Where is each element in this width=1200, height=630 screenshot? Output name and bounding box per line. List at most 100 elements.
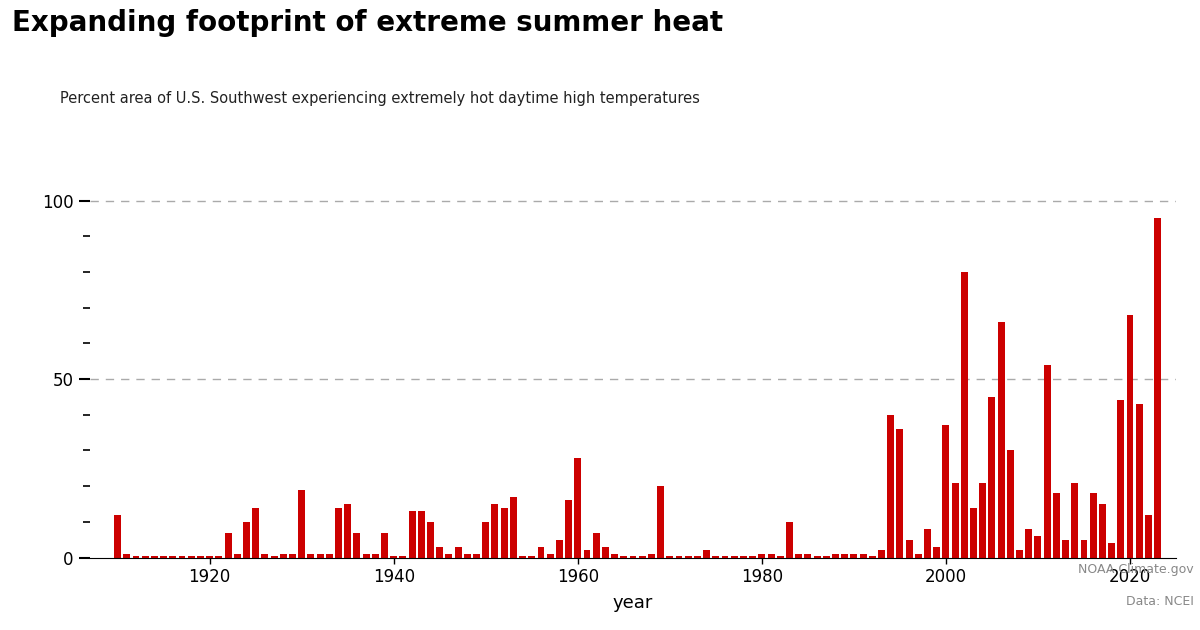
Bar xyxy=(1016,551,1022,558)
Bar xyxy=(1072,483,1079,558)
Bar xyxy=(372,554,379,558)
Bar xyxy=(1062,540,1069,558)
Bar xyxy=(731,556,738,558)
Text: Percent area of U.S. Southwest experiencing extremely hot daytime high temperatu: Percent area of U.S. Southwest experienc… xyxy=(60,91,700,106)
Text: NOAA Climate.gov: NOAA Climate.gov xyxy=(1079,563,1194,576)
Bar xyxy=(114,515,121,558)
Bar xyxy=(390,556,397,558)
Bar xyxy=(648,554,655,558)
Bar xyxy=(244,522,250,558)
Bar xyxy=(887,415,894,558)
Bar xyxy=(473,554,480,558)
Bar xyxy=(970,508,977,558)
Bar xyxy=(197,556,204,558)
Bar xyxy=(455,547,462,558)
Bar xyxy=(492,504,498,558)
Bar xyxy=(224,532,232,558)
Bar xyxy=(658,486,664,558)
Bar xyxy=(382,532,388,558)
Bar xyxy=(547,554,553,558)
Text: Expanding footprint of extreme summer heat: Expanding footprint of extreme summer he… xyxy=(12,9,724,37)
Bar xyxy=(215,556,222,558)
Bar xyxy=(565,500,572,558)
Bar xyxy=(335,508,342,558)
Bar xyxy=(851,554,857,558)
Bar xyxy=(914,554,922,558)
Bar xyxy=(878,551,884,558)
Bar xyxy=(1135,404,1142,558)
Bar xyxy=(169,556,176,558)
Bar xyxy=(326,554,332,558)
Bar xyxy=(344,504,352,558)
Bar xyxy=(418,511,425,558)
Text: Data: NCEI: Data: NCEI xyxy=(1126,595,1194,608)
Bar xyxy=(1034,536,1042,558)
Bar xyxy=(713,556,719,558)
Bar xyxy=(317,554,324,558)
Bar xyxy=(989,397,995,558)
Bar xyxy=(437,547,443,558)
Bar xyxy=(556,540,563,558)
Bar xyxy=(142,556,149,558)
Bar xyxy=(814,556,821,558)
Bar xyxy=(1052,493,1060,558)
Bar xyxy=(132,556,139,558)
Bar xyxy=(906,540,912,558)
Bar xyxy=(676,556,683,558)
Bar xyxy=(942,425,949,558)
Bar xyxy=(575,457,581,558)
Bar xyxy=(1117,401,1124,558)
Bar xyxy=(796,554,802,558)
Bar xyxy=(832,554,839,558)
Bar xyxy=(823,556,829,558)
Bar xyxy=(583,551,590,558)
Bar xyxy=(776,556,784,558)
Bar xyxy=(859,554,866,558)
Bar xyxy=(252,508,259,558)
Bar xyxy=(620,556,628,558)
Bar xyxy=(1007,450,1014,558)
Bar xyxy=(1025,529,1032,558)
Bar xyxy=(666,556,673,558)
Bar xyxy=(768,554,774,558)
Bar xyxy=(510,497,517,558)
Bar xyxy=(997,322,1004,558)
Bar xyxy=(934,547,940,558)
Bar xyxy=(445,554,452,558)
Bar xyxy=(602,547,608,558)
Bar xyxy=(758,554,766,558)
Bar xyxy=(528,556,535,558)
Bar xyxy=(409,511,415,558)
Bar xyxy=(179,556,186,558)
Bar xyxy=(151,556,158,558)
Bar xyxy=(289,554,296,558)
Bar xyxy=(464,554,470,558)
Bar xyxy=(593,532,600,558)
Bar xyxy=(869,556,876,558)
Bar xyxy=(1154,219,1162,558)
Bar xyxy=(160,556,167,558)
Bar xyxy=(206,556,214,558)
Bar xyxy=(924,529,931,558)
Bar xyxy=(362,554,370,558)
Bar xyxy=(896,429,904,558)
Bar xyxy=(124,554,131,558)
Bar xyxy=(187,556,194,558)
Bar xyxy=(307,554,314,558)
Bar xyxy=(1099,504,1106,558)
Bar xyxy=(740,556,746,558)
Bar xyxy=(979,483,986,558)
Bar xyxy=(299,490,305,558)
Bar xyxy=(500,508,508,558)
Bar xyxy=(280,554,287,558)
Bar xyxy=(694,556,701,558)
Bar xyxy=(804,554,811,558)
Bar xyxy=(961,272,967,558)
Bar xyxy=(1080,540,1087,558)
Bar xyxy=(1044,365,1051,558)
Bar xyxy=(685,556,691,558)
Bar xyxy=(520,556,526,558)
Bar xyxy=(234,554,241,558)
Bar xyxy=(841,554,848,558)
Bar xyxy=(1127,315,1134,558)
